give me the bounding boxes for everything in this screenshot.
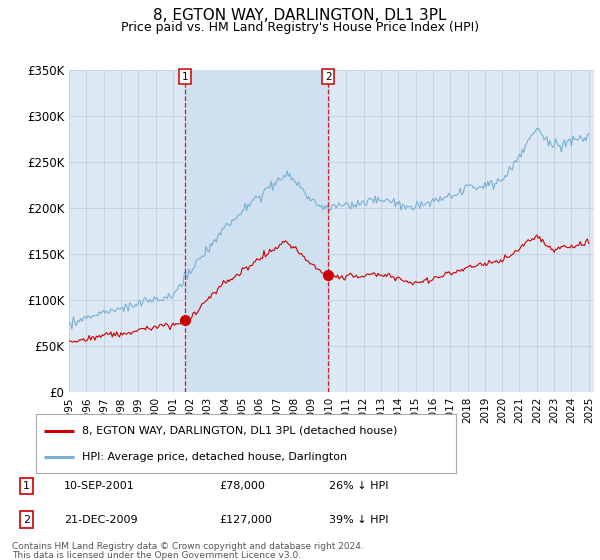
Text: £127,000: £127,000 bbox=[220, 515, 272, 525]
Text: 26% ↓ HPI: 26% ↓ HPI bbox=[329, 481, 388, 491]
Text: Contains HM Land Registry data © Crown copyright and database right 2024.: Contains HM Land Registry data © Crown c… bbox=[12, 542, 364, 551]
Text: 39% ↓ HPI: 39% ↓ HPI bbox=[329, 515, 388, 525]
Text: Price paid vs. HM Land Registry's House Price Index (HPI): Price paid vs. HM Land Registry's House … bbox=[121, 21, 479, 34]
Text: This data is licensed under the Open Government Licence v3.0.: This data is licensed under the Open Gov… bbox=[12, 551, 301, 560]
Text: 1: 1 bbox=[182, 72, 188, 82]
Text: HPI: Average price, detached house, Darlington: HPI: Average price, detached house, Darl… bbox=[82, 452, 347, 462]
Text: 1: 1 bbox=[23, 481, 30, 491]
Text: £78,000: £78,000 bbox=[220, 481, 265, 491]
Text: 8, EGTON WAY, DARLINGTON, DL1 3PL: 8, EGTON WAY, DARLINGTON, DL1 3PL bbox=[153, 8, 447, 24]
Bar bbox=[185, 70, 328, 392]
Text: 10-SEP-2001: 10-SEP-2001 bbox=[64, 481, 134, 491]
Text: 21-DEC-2009: 21-DEC-2009 bbox=[64, 515, 137, 525]
Text: 2: 2 bbox=[325, 72, 332, 82]
Text: 8, EGTON WAY, DARLINGTON, DL1 3PL (detached house): 8, EGTON WAY, DARLINGTON, DL1 3PL (detac… bbox=[82, 426, 398, 436]
Text: 2: 2 bbox=[23, 515, 30, 525]
